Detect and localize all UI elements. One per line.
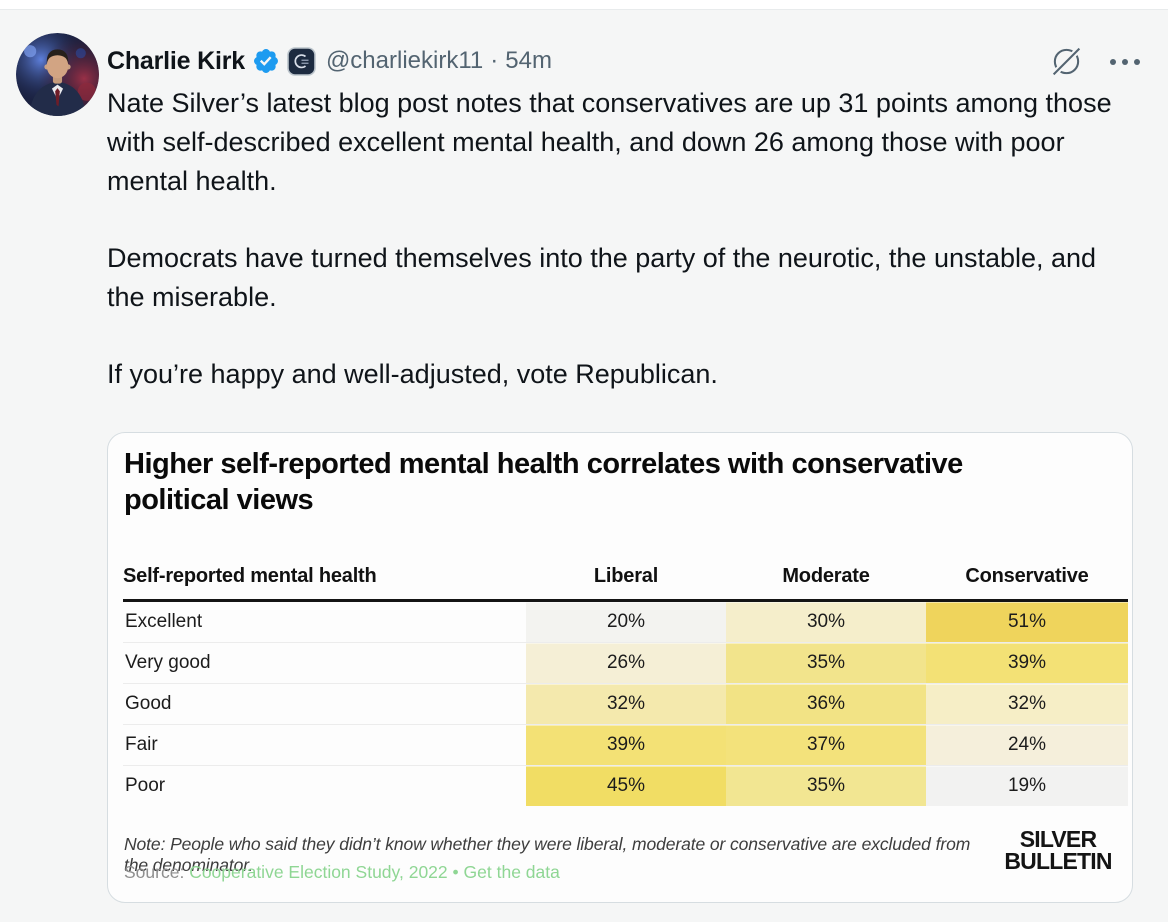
chart-title: Higher self-reported mental health corre… [124, 448, 963, 516]
chart-image-card[interactable]: Higher self-reported mental health corre… [107, 432, 1133, 903]
cell-value: 19% [926, 766, 1128, 806]
cell-value: 32% [526, 684, 726, 724]
author-name[interactable]: Charlie Kirk [107, 46, 245, 75]
column-header-liberal: Liberal [593, 564, 659, 587]
cell-value: 39% [526, 725, 726, 765]
logo-line-2: BULLETIN [1004, 848, 1112, 874]
row-label: Fair [125, 734, 158, 755]
row-label: Very good [125, 652, 211, 673]
cell-value: 35% [726, 643, 926, 683]
cell-value: 32% [926, 684, 1128, 724]
grok-icon[interactable] [1049, 44, 1084, 79]
cell-value: 26% [526, 643, 726, 683]
cell-value: 37% [726, 725, 926, 765]
verified-badge-icon[interactable] [252, 47, 280, 75]
column-header-conservative: Conservative [965, 564, 1089, 587]
tweet-timestamp[interactable]: 54m [505, 47, 552, 74]
row-label: Poor [125, 775, 166, 796]
table-row: Excellent 20% 30% 51% [123, 602, 1128, 642]
header-separator: · [490, 47, 499, 74]
cell-value: 36% [726, 684, 926, 724]
chart-table: Self-reported mental health Liberal Mode… [123, 553, 1128, 806]
tweet-paragraph-2: Democrats have turned themselves into th… [107, 243, 1097, 312]
table-row: Poor 45% 35% 19% [123, 765, 1128, 806]
avatar-image [16, 33, 99, 116]
row-label: Excellent [125, 611, 203, 632]
cell-value: 20% [526, 602, 726, 642]
more-icon[interactable] [1108, 57, 1142, 67]
author-handle[interactable]: @charliekirk11 [325, 47, 484, 74]
table-row: Fair 39% 37% 24% [123, 724, 1128, 765]
source-label: Source: [124, 862, 185, 882]
source-separator-dot: • [452, 862, 459, 882]
table-header-row: Self-reported mental health Liberal Mode… [123, 553, 1128, 602]
tweet-paragraph-3: If you’re happy and well-adjusted, vote … [107, 359, 718, 389]
previous-content-edge [0, 0, 1168, 10]
tweet-header: Charlie Kirk @charliekirk11 · 54m [107, 44, 552, 78]
silver-bulletin-logo: SILVER BULLETIN [990, 826, 1126, 874]
chart-source: Source: Cooperative Election Study, 2022… [124, 862, 560, 883]
cell-value: 24% [926, 725, 1128, 765]
chart-note: Note: People who said they didn’t know w… [124, 834, 971, 875]
cell-value: 39% [926, 643, 1128, 683]
tweet-body: Nate Silver’s latest blog post notes tha… [107, 84, 1112, 394]
cell-value: 45% [526, 766, 726, 806]
logo-line-1: SILVER [1019, 826, 1097, 852]
source-link-get-data: Get the data [463, 862, 560, 882]
column-header-moderate: Moderate [782, 564, 870, 587]
table-row: Very good 26% 35% 39% [123, 642, 1128, 683]
tweet-actions [1049, 44, 1142, 79]
cell-value: 30% [726, 602, 926, 642]
column-header-mental-health: Self-reported mental health [123, 564, 377, 587]
affiliate-org-badge-icon[interactable] [287, 46, 316, 76]
table-row: Good 32% 36% 32% [123, 683, 1128, 724]
cell-value: 51% [926, 602, 1128, 642]
avatar[interactable] [16, 33, 99, 116]
cell-value: 35% [726, 766, 926, 806]
source-link-study: Cooperative Election Study, 2022 [189, 862, 448, 882]
tweet-paragraph-1: Nate Silver’s latest blog post notes tha… [107, 88, 1112, 196]
row-label: Good [125, 693, 172, 714]
